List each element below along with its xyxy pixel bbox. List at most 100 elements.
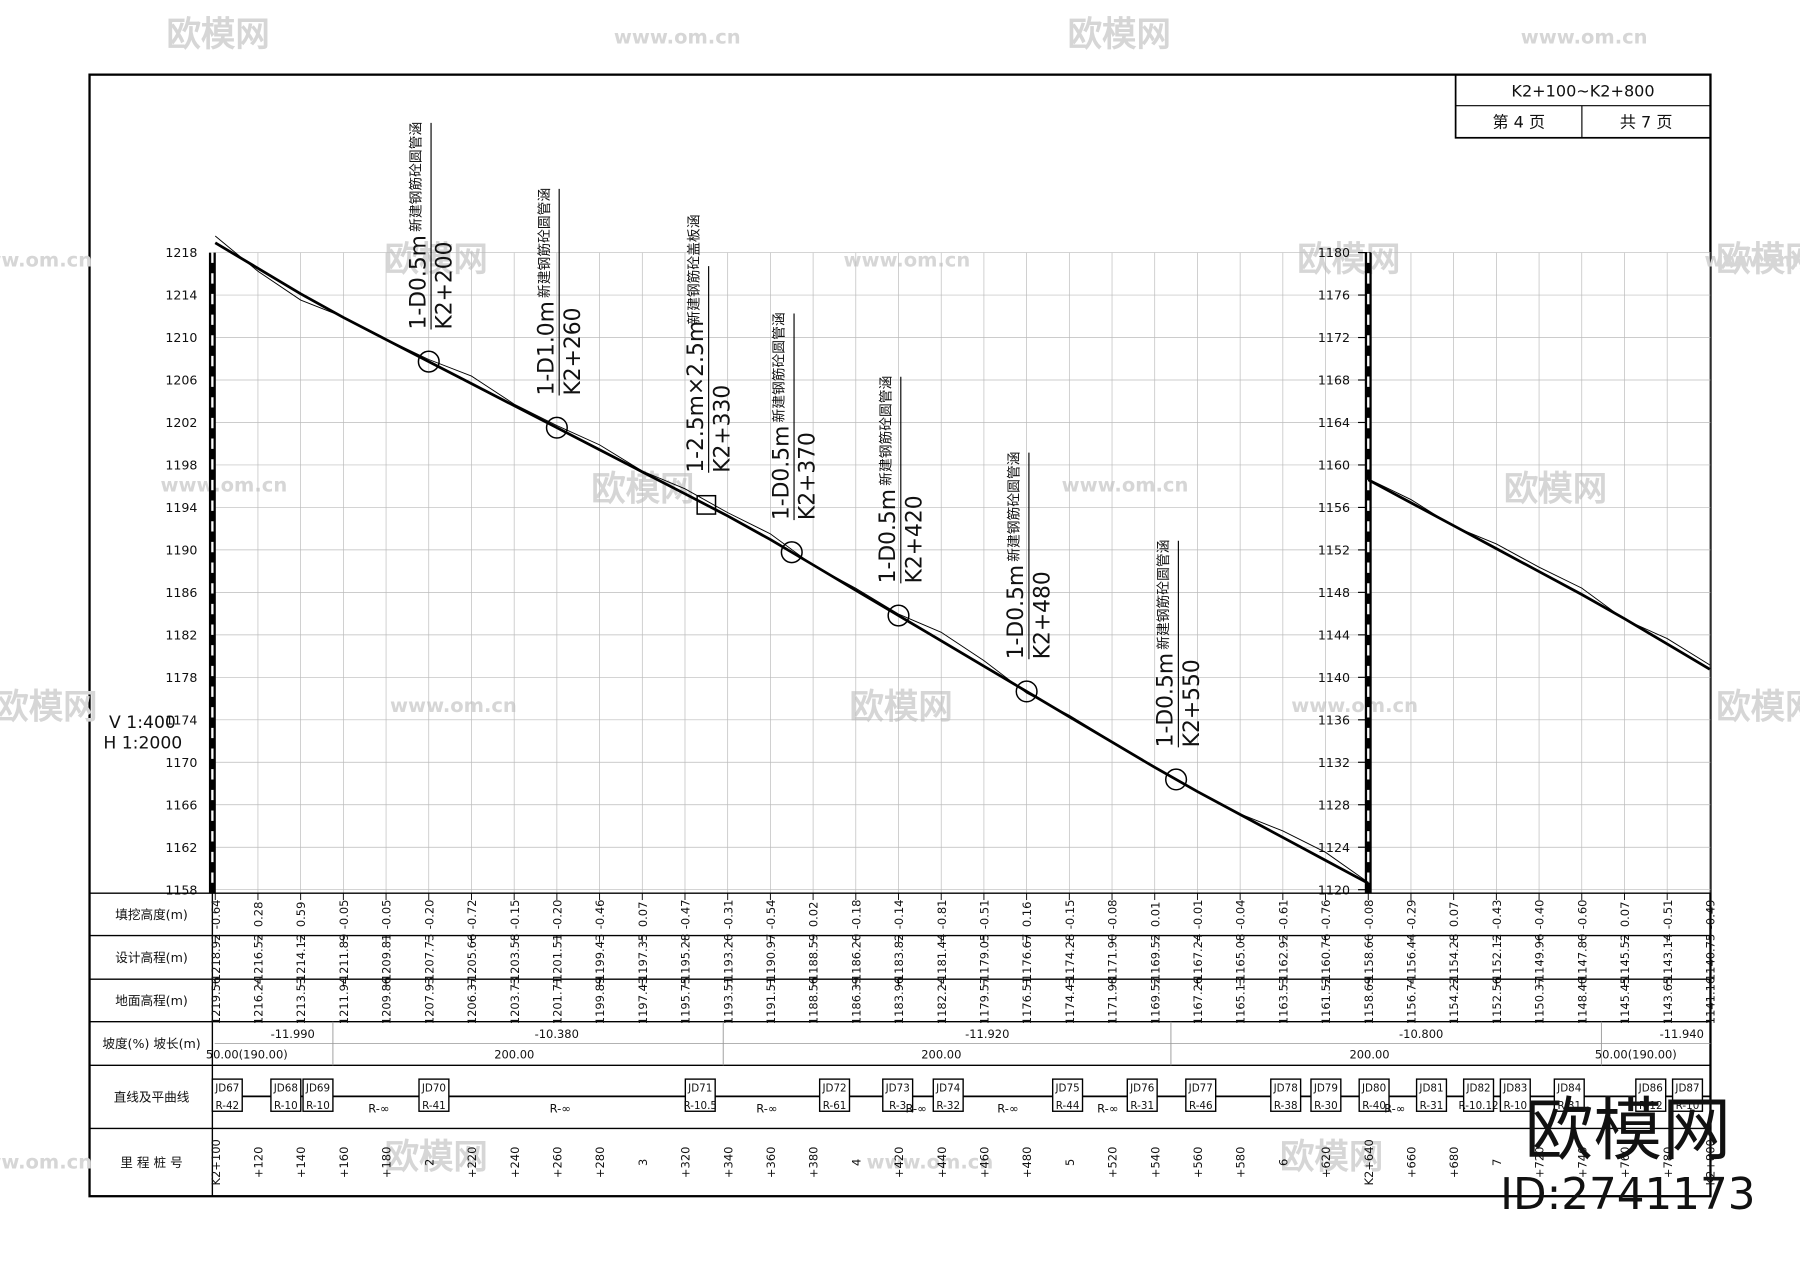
- straight-radius: R-∞: [1097, 1101, 1118, 1115]
- cell-fill-height: -0.15: [1063, 900, 1077, 930]
- right-tick-label: 1152: [1318, 542, 1350, 557]
- cell-stations: +380: [807, 1147, 821, 1179]
- curve-name: JD71: [687, 1083, 712, 1095]
- cell-fill-height: -0.61: [1276, 900, 1290, 930]
- culvert-pipe: [887, 604, 910, 627]
- design-line: [1367, 478, 1711, 671]
- watermark-brand: 欧模网: [850, 688, 953, 728]
- cell-stations: +540: [1148, 1147, 1162, 1179]
- cell-ground-elevation: 1213.53: [294, 977, 308, 1024]
- cell-stations: +480: [1020, 1147, 1034, 1179]
- cell-fill-height: -0.47: [679, 900, 693, 930]
- right-tick-label: 1148: [1318, 585, 1350, 600]
- cell-fill-height: -0.40: [1533, 900, 1547, 930]
- grade-slope: -11.990: [271, 1027, 315, 1041]
- right-tick-label: 1120: [1318, 882, 1350, 897]
- grade-slope: -11.940: [1660, 1027, 1704, 1041]
- curve-name: JD68: [273, 1083, 298, 1095]
- cell-stations: K2+640: [1362, 1139, 1376, 1185]
- curve-radius: R-10: [1503, 1100, 1527, 1112]
- cell-stations: K2+100: [209, 1139, 223, 1185]
- cell-design-elevation: 1218.92: [209, 934, 223, 981]
- cell-ground-elevation: 1171.98: [1106, 977, 1120, 1024]
- cell-ground-elevation: 1158.69: [1362, 977, 1376, 1024]
- cell-ground-elevation: 1197.43: [636, 977, 650, 1024]
- cell-stations: 5: [1063, 1159, 1077, 1166]
- watermark-brand: 欧模网: [166, 15, 269, 55]
- grade-slope: -10.800: [1399, 1027, 1443, 1041]
- cell-stations: +180: [380, 1147, 394, 1178]
- cell-fill-height: 0.07: [636, 902, 650, 928]
- culvert-station: K2+260: [561, 308, 586, 396]
- watermark-brand: 欧模网: [1716, 688, 1800, 728]
- cell-design-elevation: 1167.24: [1191, 934, 1205, 981]
- cell-ground-elevation: 1174.43: [1063, 977, 1077, 1024]
- curve-box: [1358, 1078, 1390, 1112]
- cell-fill-height: 0.01: [1148, 902, 1162, 928]
- cell-design-elevation: 1162.92: [1276, 934, 1290, 981]
- cell-stations: +240: [508, 1147, 522, 1178]
- cell-fill-height: -0.04: [1234, 900, 1248, 930]
- cell-stations: +760: [1618, 1147, 1632, 1178]
- watermark-url: www.om.cn: [390, 694, 517, 717]
- grade-length: 50.00(190.00): [1595, 1047, 1677, 1061]
- cell-design-elevation: 1171.90: [1106, 934, 1120, 981]
- cell-ground-elevation: 1193.51: [721, 977, 735, 1024]
- curve-name: JD75: [1055, 1083, 1080, 1095]
- cell-design-elevation: 1205.66: [465, 934, 479, 981]
- cell-fill-height: -0.14: [892, 900, 906, 930]
- cell-fill-height: -0.08: [1106, 900, 1120, 930]
- culvert-station: K2+480: [1031, 571, 1056, 659]
- curve-name: JD76: [1129, 1083, 1154, 1095]
- scale-v: V 1:400: [109, 713, 176, 733]
- watermark-brand: 欧模网: [385, 1138, 488, 1178]
- cell-design-elevation: 1214.12: [294, 934, 308, 981]
- curve-radius: R-10: [306, 1100, 330, 1112]
- straight-radius: R-∞: [905, 1101, 926, 1115]
- cell-fill-height: -0.31: [721, 900, 735, 930]
- cell-ground-elevation: 1143.65: [1661, 977, 1675, 1024]
- curve-name: JD74: [935, 1083, 960, 1095]
- culvert-desc: 新建钢筋砼盖板涵: [685, 215, 702, 325]
- cell-ground-elevation: 1176.51: [1020, 977, 1034, 1024]
- cell-ground-elevation: 1191.51: [764, 977, 778, 1024]
- right-tick-label: 1168: [1318, 373, 1350, 388]
- cell-design-elevation: 1145.52: [1618, 934, 1632, 981]
- culvert-station: K2+550: [1180, 659, 1205, 747]
- cell-fill-height: 0.28: [252, 902, 266, 928]
- cell-fill-height: -0.05: [337, 900, 351, 930]
- cell-stations: +520: [1106, 1147, 1120, 1179]
- left-tick-label: 1162: [165, 840, 197, 855]
- left-tick-label: 1174: [165, 712, 197, 727]
- page-number: 第 4 页: [1492, 112, 1545, 131]
- cell-stations: +160: [337, 1147, 351, 1178]
- watermark-url: www.om.cn: [614, 26, 741, 49]
- cell-stations: +120: [252, 1147, 266, 1178]
- curve-radius: R-10.5: [684, 1100, 717, 1112]
- cell-fill-height: -0.76: [1319, 900, 1333, 930]
- ground-line: [1368, 478, 1711, 666]
- grade-slope: -11.920: [965, 1027, 1009, 1041]
- cell-fill-height: -0.18: [849, 900, 863, 930]
- cell-stations: +420: [892, 1147, 906, 1179]
- row-label: 地面高程(m): [115, 993, 188, 1008]
- cell-ground-elevation: 1165.13: [1234, 977, 1248, 1024]
- watermark-url: www.om.cn: [843, 248, 970, 271]
- cell-ground-elevation: 1152.56: [1490, 977, 1504, 1024]
- cell-ground-elevation: 1209.86: [380, 977, 394, 1024]
- culvert-desc: 新建钢筋砼圆管涵: [1006, 452, 1023, 562]
- right-tick-label: 1124: [1318, 840, 1350, 855]
- curve-radius: R-10: [274, 1100, 298, 1112]
- curve-box: [1270, 1078, 1302, 1112]
- cell-fill-height: 0.16: [1020, 902, 1034, 928]
- curve-box: [1126, 1078, 1158, 1112]
- cell-fill-height: -0.54: [764, 900, 778, 930]
- culvert-pipe: [417, 350, 440, 373]
- left-tick-label: 1218: [165, 245, 197, 260]
- cell-stations: 4: [849, 1159, 863, 1166]
- curve-radius: R-10.12: [1459, 1100, 1499, 1112]
- cell-ground-elevation: 1201.71: [550, 977, 564, 1024]
- culvert-desc: 新建钢筋砼圆管涵: [408, 122, 425, 232]
- cell-ground-elevation: 1182.24: [935, 977, 949, 1024]
- cell-stations: +620: [1319, 1147, 1333, 1178]
